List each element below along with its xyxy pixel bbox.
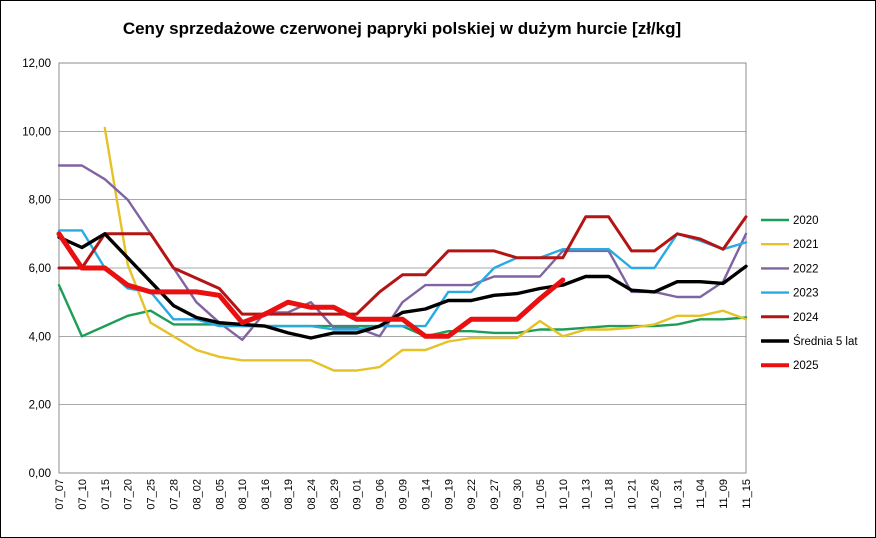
x-tick-label-07_15: 07_15 — [100, 479, 112, 510]
x-tick-label-09_14: 09_14 — [420, 479, 432, 510]
legend-item-rednia-5-lat[interactable]: Średnia 5 lat — [761, 335, 858, 348]
y-axis-labels: 0,00 2,00 4,00 6,00 8,00 10,00 12,00 — [22, 58, 51, 480]
x-tick-label-11_04: 11_04 — [695, 479, 707, 509]
legend-item-2022[interactable]: 2022 — [761, 263, 819, 275]
y-tick-label: 2,00 — [29, 400, 51, 412]
x-tick-label-07_28: 07_28 — [169, 479, 181, 510]
y-tick-label: 10,00 — [22, 126, 51, 138]
legend-label-2022: 2022 — [793, 263, 819, 275]
x-tick-label-08_19: 08_19 — [283, 479, 295, 510]
x-tick-label-09_01: 09_01 — [352, 479, 364, 510]
legend-item-2024[interactable]: 2024 — [761, 312, 819, 324]
x-tick-label-11_15: 11_15 — [741, 479, 753, 509]
x-tick-label-09_22: 09_22 — [466, 479, 478, 510]
y-tick-label: 12,00 — [22, 58, 51, 70]
series-line-2021[interactable] — [103, 126, 748, 372]
x-tick-label-10_13: 10_13 — [581, 479, 593, 510]
x-tick-label-09_06: 09_06 — [375, 479, 387, 510]
x-tick-label-07_10: 07_10 — [77, 479, 89, 510]
legend-label-2025: 2025 — [793, 360, 819, 372]
x-tick-label-10_05: 10_05 — [535, 479, 547, 510]
x-tick-label-08_16: 08_16 — [260, 479, 272, 510]
y-tick-label: 6,00 — [29, 263, 51, 275]
legend-label-2021: 2021 — [793, 239, 819, 251]
chart-legend: 2020 2021 2022 2023 2024 Średnia 5 lat 2025 — [761, 215, 858, 372]
x-tick-label-10_10: 10_10 — [558, 479, 570, 510]
x-tick-label-08_05: 08_05 — [214, 479, 226, 510]
x-tick-label-07_07: 07_07 — [54, 479, 66, 510]
chart-title: Ceny sprzedażowe czerwonej papryki polsk… — [123, 19, 681, 38]
x-tick-label-08_24: 08_24 — [306, 479, 318, 510]
x-tick-label-10_21: 10_21 — [627, 479, 639, 510]
series-line-2023[interactable] — [57, 229, 748, 331]
x-tick-label-09_27: 09_27 — [489, 479, 501, 510]
legend-item-2025[interactable]: 2025 — [761, 360, 819, 372]
series-line-2024[interactable] — [57, 215, 748, 316]
x-tick-label-08_02: 08_02 — [191, 479, 203, 510]
legend-label-2023: 2023 — [793, 288, 819, 300]
legend-item-2021[interactable]: 2021 — [761, 239, 819, 251]
legend-item-2023[interactable]: 2023 — [761, 288, 819, 300]
series-line-rednia-5-lat[interactable] — [57, 232, 748, 340]
y-tick-label: 4,00 — [29, 331, 51, 343]
series-line-2025[interactable] — [56, 231, 566, 339]
x-tick-label-11_09: 11_09 — [718, 479, 730, 509]
x-tick-label-09_19: 09_19 — [443, 479, 455, 510]
x-tick-label-08_10: 08_10 — [237, 479, 249, 510]
x-tick-label-09_09: 09_09 — [398, 479, 410, 510]
legend-label-2020: 2020 — [793, 215, 819, 227]
y-tick-label: 8,00 — [29, 195, 51, 207]
x-tick-label-08_29: 08_29 — [329, 479, 341, 510]
x-tick-label-07_25: 07_25 — [146, 479, 158, 510]
x-tick-label-10_18: 10_18 — [604, 479, 616, 510]
series-lines — [56, 126, 748, 372]
x-axis-labels: 07_07 07_10 07_15 07_20 07_25 07_28 08_02 08_05… — [54, 479, 753, 510]
x-tick-label-10_26: 10_26 — [649, 479, 661, 510]
x-tick-label-10_31: 10_31 — [672, 479, 684, 510]
legend-item-2020[interactable]: 2020 — [761, 215, 819, 227]
x-tick-label-07_20: 07_20 — [123, 479, 135, 510]
x-tick-label-09_30: 09_30 — [512, 479, 524, 510]
legend-label-2024: 2024 — [793, 312, 819, 324]
y-tick-label: 0,00 — [29, 468, 51, 480]
legend-label-rednia-5-lat: Średnia 5 lat — [793, 335, 858, 348]
